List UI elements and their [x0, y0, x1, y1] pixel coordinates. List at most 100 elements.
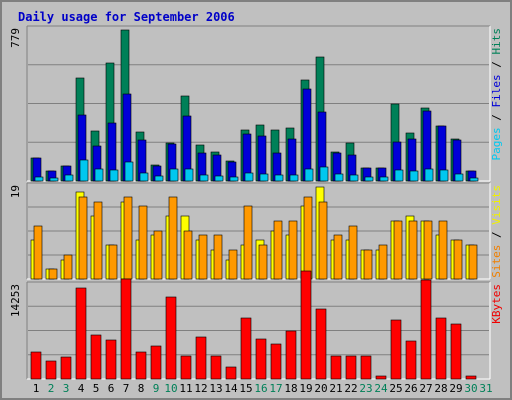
bar-kbytes-day-20 — [315, 308, 327, 380]
x-tick-label-day-1: 1 — [33, 382, 40, 395]
x-tick-label-day-30: 30 — [464, 382, 477, 395]
bar-sites-day-4 — [78, 196, 88, 280]
bar-sites-day-2 — [48, 268, 58, 280]
bar-sites-day-28 — [438, 220, 448, 280]
bar-pages-day-6 — [109, 169, 119, 182]
x-tick-label-day-27: 27 — [419, 382, 432, 395]
bar-pages-day-11 — [184, 168, 194, 182]
bar-sites-day-7 — [123, 196, 133, 280]
bar-kbytes-day-24 — [375, 375, 387, 380]
bar-kbytes-day-5 — [90, 334, 102, 380]
bar-kbytes-day-22 — [345, 355, 357, 380]
panel-2-max-label: 19 — [9, 185, 22, 198]
bar-pages-day-4 — [79, 159, 89, 182]
bar-kbytes-day-21 — [330, 355, 342, 380]
x-tick-label-day-21: 21 — [329, 382, 342, 395]
bar-sites-day-18 — [288, 220, 298, 280]
bar-sites-day-29 — [453, 239, 463, 280]
bar-pages-day-8 — [139, 172, 149, 182]
bar-kbytes-day-9 — [150, 345, 162, 380]
panel-1-max-label: 779 — [9, 28, 22, 48]
bar-pages-day-15 — [244, 172, 254, 182]
bar-kbytes-day-29 — [450, 323, 462, 380]
bar-kbytes-day-4 — [75, 287, 87, 380]
bar-pages-day-19 — [304, 168, 314, 182]
panel-2-legend: Sites / Visits — [490, 185, 503, 278]
bar-sites-day-30 — [468, 244, 478, 280]
bar-sites-day-3 — [63, 254, 73, 280]
x-tick-label-day-20: 20 — [314, 382, 327, 395]
x-tick-label-day-23: 23 — [359, 382, 372, 395]
bar-kbytes-day-12 — [195, 336, 207, 380]
bar-pages-day-7 — [124, 161, 134, 182]
bar-files-day-19 — [302, 88, 312, 182]
bar-sites-day-1 — [33, 225, 43, 280]
x-tick-label-day-17: 17 — [269, 382, 282, 395]
bar-pages-day-20 — [319, 166, 329, 182]
bar-kbytes-day-2 — [45, 360, 57, 380]
bar-kbytes-day-26 — [405, 340, 417, 380]
bar-sites-day-19 — [303, 196, 313, 280]
bar-pages-day-13 — [214, 175, 224, 182]
bar-kbytes-day-17 — [270, 343, 282, 380]
x-tick-label-day-8: 8 — [138, 382, 145, 395]
bar-sites-day-14 — [228, 249, 238, 280]
x-tick-label-day-9: 9 — [153, 382, 160, 395]
bar-pages-day-28 — [439, 169, 449, 182]
bar-pages-day-9 — [154, 175, 164, 182]
bar-kbytes-day-15 — [240, 317, 252, 380]
legend-part: Visits — [490, 185, 503, 225]
bar-kbytes-day-8 — [135, 351, 147, 380]
bar-pages-day-10 — [169, 168, 179, 182]
bar-pages-day-17 — [274, 174, 284, 182]
x-tick-label-day-7: 7 — [123, 382, 130, 395]
bar-pages-day-16 — [259, 173, 269, 182]
legend-part: Pages — [490, 127, 503, 160]
bar-sites-day-25 — [393, 220, 403, 280]
bar-kbytes-day-1 — [30, 351, 42, 380]
bar-kbytes-day-6 — [105, 339, 117, 380]
bar-kbytes-day-10 — [165, 296, 177, 380]
x-tick-label-day-16: 16 — [254, 382, 267, 395]
bar-pages-day-27 — [424, 168, 434, 182]
x-tick-label-day-26: 26 — [404, 382, 417, 395]
bar-sites-day-15 — [243, 205, 253, 280]
bar-pages-day-12 — [199, 174, 209, 182]
legend-part: / — [490, 108, 503, 128]
x-tick-label-day-13: 13 — [209, 382, 222, 395]
bar-kbytes-day-18 — [285, 330, 297, 380]
x-tick-label-day-14: 14 — [224, 382, 238, 395]
bar-pages-day-29 — [454, 173, 464, 182]
bar-kbytes-day-7 — [120, 278, 132, 380]
bar-sites-day-23 — [363, 249, 373, 280]
x-tick-label-day-2: 2 — [48, 382, 55, 395]
bar-sites-day-24 — [378, 244, 388, 280]
bar-sites-day-5 — [93, 201, 103, 280]
panel-3-max-label: 14253 — [9, 284, 22, 317]
bar-sites-day-11 — [183, 230, 193, 280]
bar-kbytes-day-25 — [390, 319, 402, 380]
x-tick-label-day-11: 11 — [179, 382, 192, 395]
bar-kbytes-day-28 — [435, 317, 447, 380]
x-tick-label-day-22: 22 — [344, 382, 357, 395]
legend-part: Files — [490, 74, 503, 107]
bar-kbytes-day-14 — [225, 366, 237, 380]
bar-files-day-18 — [287, 138, 297, 182]
bar-pages-day-26 — [409, 170, 419, 182]
bar-kbytes-day-16 — [255, 338, 267, 380]
x-tick-label-day-12: 12 — [194, 382, 207, 395]
x-tick-label-day-18: 18 — [284, 382, 297, 395]
bar-pages-day-24 — [379, 176, 389, 182]
bar-pages-day-3 — [64, 174, 74, 182]
bar-kbytes-day-13 — [210, 355, 222, 380]
bar-sites-day-17 — [273, 220, 283, 280]
x-tick-label-day-10: 10 — [164, 382, 177, 395]
bar-sites-day-22 — [348, 225, 358, 280]
bar-sites-day-27 — [423, 220, 433, 280]
legend-part: KBytes — [490, 284, 503, 324]
panel-3-legend: KBytes — [490, 284, 503, 324]
bar-kbytes-day-11 — [180, 355, 192, 380]
legend-part: Sites — [490, 245, 503, 278]
